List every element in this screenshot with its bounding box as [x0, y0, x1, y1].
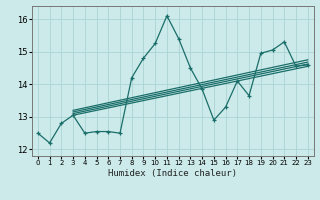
X-axis label: Humidex (Indice chaleur): Humidex (Indice chaleur) [108, 169, 237, 178]
